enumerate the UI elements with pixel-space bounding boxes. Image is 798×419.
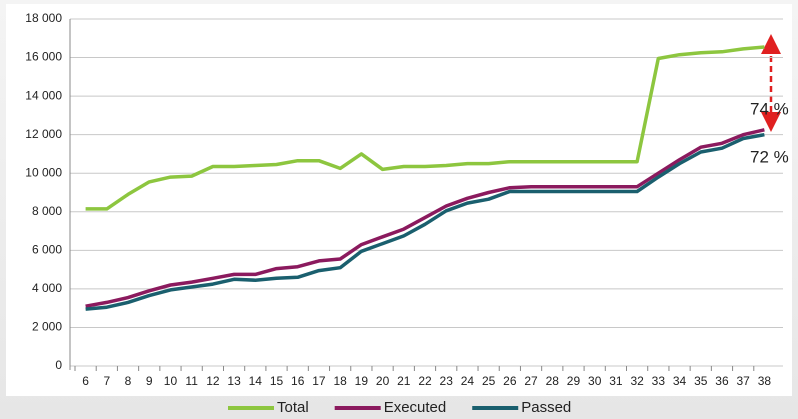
x-tick-label: 32: [630, 374, 644, 388]
x-tick-label: 21: [397, 374, 411, 388]
x-tick-label: 22: [418, 374, 432, 388]
y-tick-label: 0: [55, 358, 62, 372]
x-tick-label: 37: [737, 374, 751, 388]
x-tick-label: 15: [270, 374, 284, 388]
x-tick-label: 31: [609, 374, 623, 388]
x-tick-label: 27: [524, 374, 538, 388]
x-tick-label: 33: [652, 374, 666, 388]
x-tick-label: 11: [185, 374, 198, 388]
x-tick-label: 20: [376, 374, 390, 388]
series-line: [85, 45, 765, 211]
y-tick-label: 4 000: [32, 281, 62, 295]
legend-label: Passed: [521, 399, 571, 416]
x-tick-label: 7: [103, 374, 110, 388]
x-tick-label: 19: [355, 374, 369, 388]
legend-label: Total: [277, 399, 309, 416]
x-tick-label: 30: [588, 374, 602, 388]
series-line: [85, 132, 765, 311]
x-tick-label: 35: [694, 374, 708, 388]
x-tick-label: 12: [206, 374, 220, 388]
plot-background: [6, 4, 792, 396]
x-tick-label: 24: [461, 374, 475, 388]
x-tick-label: 34: [673, 374, 687, 388]
y-tick-label: 2 000: [32, 320, 62, 334]
series-line: [85, 128, 765, 308]
y-tick-label: 18 000: [25, 11, 62, 25]
x-tick-label: 38: [758, 374, 772, 388]
y-tick-label: 6 000: [32, 243, 62, 257]
annotation: 74 %: [750, 99, 789, 118]
x-tick-label: 36: [715, 374, 729, 388]
x-tick-label: 9: [146, 374, 153, 388]
x-tick-label: 16: [291, 374, 305, 388]
x-tick-label: 6: [82, 374, 89, 388]
x-tick-label: 28: [546, 374, 560, 388]
legend-label: Executed: [384, 399, 447, 416]
annotation: 72 %: [750, 147, 789, 166]
x-tick-label: 17: [312, 374, 326, 388]
x-tick-label: 10: [164, 374, 178, 388]
x-tick-label: 14: [249, 374, 263, 388]
y-tick-label: 10 000: [25, 165, 62, 179]
y-tick-label: 12 000: [25, 127, 62, 141]
x-tick-label: 8: [125, 374, 132, 388]
y-tick-label: 8 000: [32, 204, 62, 218]
x-tick-label: 18: [333, 374, 347, 388]
x-tick-label: 26: [503, 374, 517, 388]
y-tick-label: 16 000: [25, 50, 62, 64]
x-tick-label: 13: [227, 374, 241, 388]
x-tick-label: 23: [440, 374, 454, 388]
y-tick-label: 14 000: [25, 88, 62, 102]
x-tick-label: 29: [567, 374, 581, 388]
x-tick-label: 25: [482, 374, 496, 388]
